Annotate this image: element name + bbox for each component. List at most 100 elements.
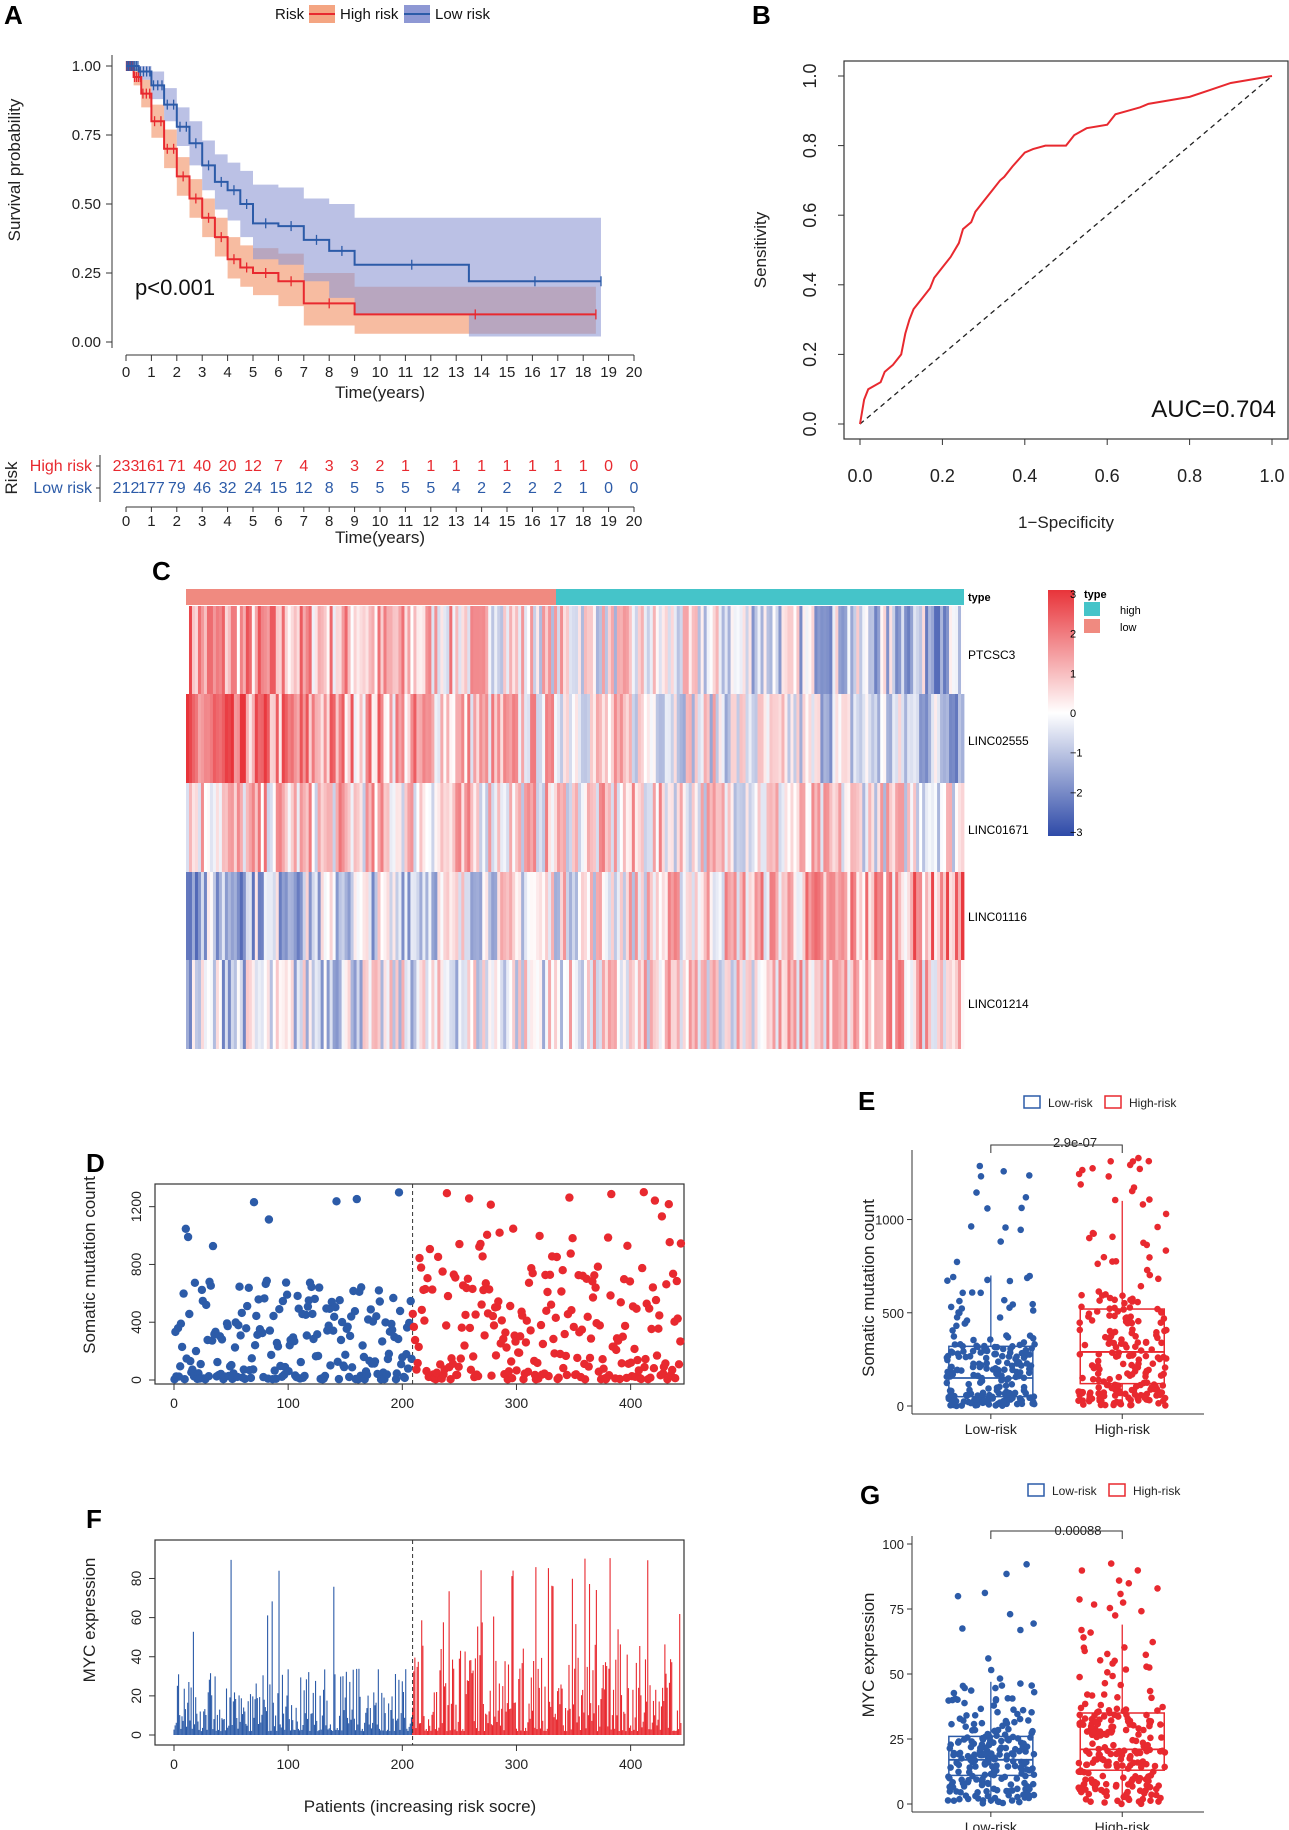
heatmap-cell <box>817 694 821 783</box>
heatmap-cell <box>479 783 483 872</box>
data-point <box>949 1349 956 1356</box>
data-point <box>486 1200 495 1209</box>
data-point <box>1119 1360 1127 1368</box>
data-point <box>250 1341 260 1350</box>
heatmap-cell <box>730 694 734 783</box>
heatmap-cell <box>542 960 546 1049</box>
data-point <box>973 1189 980 1196</box>
heatmap-cell <box>658 606 663 694</box>
heatmap-cell <box>458 694 462 783</box>
heatmap-cell <box>844 960 848 1049</box>
x-tick-label: 18 <box>575 513 592 530</box>
data-point <box>345 1372 354 1382</box>
box <box>1079 1308 1165 1385</box>
x-tick-label: 17 <box>549 364 566 381</box>
data-point <box>482 1230 492 1240</box>
heatmap-cell <box>733 606 737 694</box>
heatmap-cell <box>673 783 678 872</box>
heatmap-cell <box>586 606 591 694</box>
data-point <box>970 1336 977 1344</box>
heatmap-cell <box>386 694 390 783</box>
heatmap-cell <box>572 872 576 960</box>
heatmap-cell <box>703 783 708 872</box>
y-tick-label: 0 <box>128 1731 144 1739</box>
heatmap-cell <box>691 872 696 960</box>
heatmap-cell <box>691 783 696 872</box>
heatmap-cell <box>500 783 504 872</box>
heatmap-cell <box>509 694 513 783</box>
heatmap-cell <box>470 783 474 872</box>
heatmap-cell <box>197 783 202 872</box>
heatmap-cell <box>434 783 438 872</box>
x-tick-label: 19 <box>600 513 617 530</box>
heatmap-cell <box>643 694 648 783</box>
heatmap-cell <box>320 872 325 960</box>
data-point <box>384 1349 394 1359</box>
heatmap-cell <box>718 960 723 1049</box>
data-point <box>442 1189 452 1198</box>
data-point <box>552 1252 561 1262</box>
heatmap-cell <box>649 960 654 1049</box>
heatmap-cell <box>808 872 812 960</box>
data-point <box>976 1363 984 1371</box>
heatmap-cell <box>928 872 932 960</box>
data-point <box>1143 1379 1151 1386</box>
heatmap-cell <box>575 783 579 872</box>
data-point <box>347 1363 357 1372</box>
data-point <box>612 1345 621 1355</box>
heatmap-cell <box>482 783 486 872</box>
data-point <box>1149 1638 1156 1646</box>
heatmap-cell <box>377 783 381 872</box>
y-tick-label: 0.25 <box>72 265 101 282</box>
data-point <box>1162 1402 1169 1409</box>
y-tick-label: 1.00 <box>72 58 101 75</box>
data-point <box>1125 1580 1133 1587</box>
heatmap-cell <box>230 606 235 694</box>
data-point <box>260 1294 269 1303</box>
heatmap-cell <box>592 694 597 783</box>
x-tick-label: 1 <box>147 364 155 381</box>
heatmap-cell <box>838 872 842 960</box>
heatmap-cell <box>955 606 959 694</box>
heatmap-cell <box>712 783 717 872</box>
heatmap-cell <box>595 694 600 783</box>
heatmap-cell <box>712 694 717 783</box>
heatmap-cell <box>589 783 594 872</box>
heatmap-cell <box>341 694 345 783</box>
heatmap-cell <box>889 872 893 960</box>
heatmap-cell <box>838 694 842 783</box>
data-point <box>1119 1599 1127 1606</box>
heatmap-row-linc02555 <box>186 694 965 783</box>
data-point <box>1107 1717 1115 1724</box>
color-scale-label: 2 <box>1070 629 1076 641</box>
data-point <box>1146 1254 1153 1261</box>
data-point <box>1017 1626 1024 1634</box>
data-point <box>428 1285 437 1294</box>
legend: Low-risk High-risk <box>1023 1095 1177 1110</box>
heatmap-cell <box>272 606 277 694</box>
heatmap-cell <box>236 960 241 1049</box>
heatmap-cell <box>284 783 289 872</box>
heatmap-cell <box>437 694 441 783</box>
x-tick-label: 200 <box>391 1395 415 1411</box>
row-label-ptcsc3: PTCSC3 <box>968 648 1016 662</box>
heatmap-cell <box>305 960 310 1049</box>
risk-count: 4 <box>299 458 308 475</box>
risk-count: 3 <box>325 458 334 475</box>
heatmap-cell <box>727 694 731 783</box>
data-point <box>950 1333 958 1340</box>
data-point <box>1159 1703 1166 1711</box>
heatmap-cell <box>595 783 600 872</box>
heatmap-cell <box>721 694 726 783</box>
data-point <box>638 1263 647 1273</box>
data-point <box>1106 1312 1113 1319</box>
heatmap-cell <box>551 960 555 1049</box>
data-point <box>1110 1741 1117 1749</box>
x-tick-label: 11 <box>398 364 414 381</box>
heatmap-cell <box>805 606 809 694</box>
heatmap-cell <box>835 606 839 694</box>
heatmap-cell <box>410 694 414 783</box>
data-point <box>190 1278 200 1288</box>
heatmap-cell <box>904 783 908 872</box>
heatmap-cell <box>799 694 803 783</box>
